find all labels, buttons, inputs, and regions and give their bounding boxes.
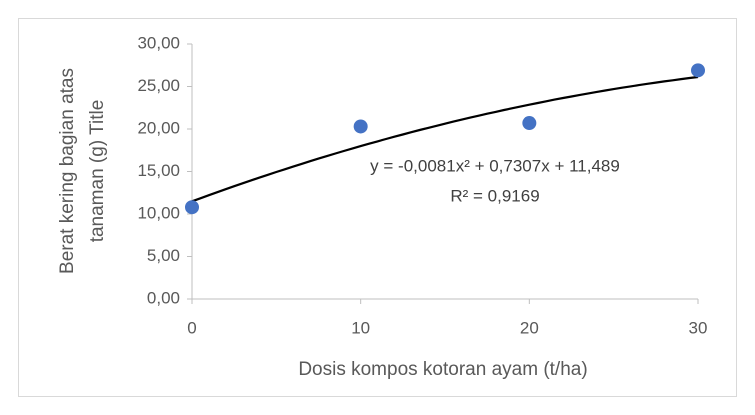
trendline-equation: y = -0,0081x² + 0,7307x + 11,489 (370, 156, 620, 175)
point (353, 119, 368, 134)
x-tick-label: 20 (520, 318, 539, 337)
y-axis-title: Berat kering bagian atas (57, 68, 78, 274)
point (522, 116, 537, 131)
x-tick-label: 10 (351, 318, 370, 337)
y-axis-title: tanaman (g) Title (87, 100, 108, 243)
point (185, 200, 199, 215)
x-tick-label: 30 (689, 318, 708, 337)
y-tick-label: 15,00 (137, 161, 180, 180)
trendline-r-squared: R² = 0,9169 (450, 186, 539, 205)
chart-border (18, 18, 737, 397)
y-tick-label: 10,00 (137, 203, 180, 222)
trendline (191, 75, 699, 203)
y-tick-label: 25,00 (137, 76, 180, 95)
point (691, 63, 705, 78)
x-tick-label: 0 (187, 318, 196, 337)
y-tick-label: 0,00 (147, 288, 180, 307)
y-tick-label: 5,00 (147, 246, 180, 265)
x-axis-title: Dosis kompos kotoran ayam (t/ha) (298, 359, 587, 380)
y-tick-label: 30,00 (137, 33, 180, 52)
y-tick-label: 20,00 (137, 118, 180, 137)
